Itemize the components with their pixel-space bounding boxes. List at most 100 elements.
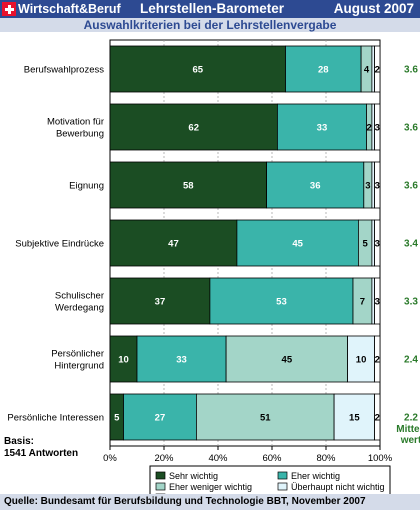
legend: Sehr wichtig Eher wichtig Eher weniger wic… bbox=[149, 465, 391, 494]
mean-value: 3.4 bbox=[404, 239, 418, 250]
category-label: Eignung bbox=[69, 181, 104, 192]
brand-name: Wirtschaft&Beruf bbox=[18, 2, 121, 16]
bar-segment bbox=[374, 161, 381, 209]
data-label: 33 bbox=[317, 123, 328, 134]
legend-entry: Eher wichtig bbox=[291, 471, 340, 481]
subtitle-band bbox=[0, 18, 420, 32]
footer-band bbox=[0, 494, 420, 510]
category-label: Hintergrund bbox=[54, 361, 104, 372]
legend-swatch bbox=[155, 482, 166, 491]
bars: 65 28 4 262 33 2 358 36 3 347 45 5 337 53 7 310 33 45 10 25… bbox=[109, 45, 381, 441]
data-label: 36 bbox=[310, 181, 321, 192]
data-label: 3 bbox=[375, 123, 380, 134]
bar-segment bbox=[123, 393, 197, 441]
bar-segment bbox=[374, 103, 381, 151]
chart-subtitle: Auswahlkriterien bei der Lehrstellenverg… bbox=[83, 18, 337, 32]
data-label: 3 bbox=[375, 181, 380, 192]
mean-value: 3.6 bbox=[404, 123, 418, 134]
data-label: 53 bbox=[276, 297, 287, 308]
category-label: Werdegang bbox=[55, 303, 104, 314]
legend-box bbox=[149, 465, 391, 494]
bar-segment bbox=[209, 277, 354, 325]
bar-segment bbox=[236, 219, 359, 267]
stacked-bar-chart: 65 28 4 262 33 2 358 36 3 347 45 5 337 53 7 310 33 45 10 25… bbox=[4, 39, 420, 494]
basis-label: Basis: bbox=[4, 436, 34, 447]
basis-count: 1541 Antworten bbox=[4, 448, 78, 459]
mean-values: 3.6 3.6 3.6 3.4 3.3 2.4 2.2Mittel-wert bbox=[396, 65, 420, 447]
page-title: Lehrstellen-Barometer bbox=[140, 1, 285, 16]
x-tick-label: 100% bbox=[368, 453, 393, 464]
x-tick-label: 20% bbox=[154, 453, 174, 464]
category-label: Berufswahlprozess bbox=[24, 65, 105, 76]
category-label: Subjektive Eindrücke bbox=[15, 239, 104, 250]
data-label: 2 bbox=[375, 355, 380, 366]
data-label: 58 bbox=[183, 181, 194, 192]
x-tick-label: 60% bbox=[262, 453, 282, 464]
data-label: 5 bbox=[114, 413, 120, 424]
legend-swatch bbox=[277, 471, 288, 480]
bar-segment bbox=[225, 335, 349, 383]
data-label: 65 bbox=[192, 65, 203, 76]
data-label: 3 bbox=[375, 239, 380, 250]
mean-value: 2.4 bbox=[404, 355, 418, 366]
data-label: 47 bbox=[168, 239, 179, 250]
bar-segment bbox=[374, 219, 381, 267]
swiss-flag-icon bbox=[2, 2, 16, 16]
data-label: 4 bbox=[364, 65, 370, 76]
bar-segment bbox=[109, 103, 278, 151]
data-label: 37 bbox=[155, 297, 166, 308]
x-tick-label: 40% bbox=[208, 453, 228, 464]
data-label: 10 bbox=[356, 355, 367, 366]
mean-value: 3.6 bbox=[404, 65, 418, 76]
data-label: 33 bbox=[176, 355, 187, 366]
mean-axis-label: Mittel- bbox=[396, 424, 420, 435]
category-label: Persönlicher bbox=[51, 349, 104, 360]
bar-segment bbox=[136, 335, 227, 383]
source-note: Quelle: Bundesamt für Berufsbildung und … bbox=[4, 496, 366, 507]
legend-entry: Sehr wichtig bbox=[169, 471, 218, 481]
data-label: 15 bbox=[349, 413, 360, 424]
data-label: 3 bbox=[375, 297, 380, 308]
data-label: 3 bbox=[365, 181, 370, 192]
bar-segment bbox=[333, 393, 376, 441]
data-label: 2 bbox=[375, 65, 380, 76]
data-label: 27 bbox=[155, 413, 166, 424]
bar-segment bbox=[374, 335, 381, 383]
bar-segment bbox=[195, 393, 335, 441]
data-label: 2 bbox=[367, 123, 372, 134]
legend-entry: Überhaupt nicht wichtig bbox=[291, 482, 385, 492]
legend-swatch bbox=[277, 482, 288, 491]
data-label: 2 bbox=[375, 413, 380, 424]
category-label: Motivation für bbox=[47, 117, 104, 128]
category-label: Schulischer bbox=[55, 291, 104, 302]
bar-segment bbox=[109, 45, 286, 93]
bar-segment bbox=[285, 45, 362, 93]
mean-value: 3.3 bbox=[404, 297, 418, 308]
data-label: 51 bbox=[260, 413, 271, 424]
category-label: Bewerbung bbox=[56, 129, 104, 140]
legend-entry: Eher weniger wichtig bbox=[169, 482, 252, 492]
bar-segment bbox=[109, 219, 238, 267]
x-tick-label: 80% bbox=[316, 453, 336, 464]
mean-axis-label: wert bbox=[400, 435, 420, 446]
x-axis: 0% 20% 40% 60% 80% 100% bbox=[103, 446, 393, 464]
x-tick-label: 0% bbox=[103, 453, 117, 464]
category-labels: Berufswahlprozess Motivation fürBewerbung… bbox=[7, 65, 104, 424]
bar-segment bbox=[266, 161, 365, 209]
data-label: 5 bbox=[363, 239, 369, 250]
data-label: 45 bbox=[282, 355, 293, 366]
bar-segment bbox=[347, 335, 376, 383]
category-label: Persönliche Interessen bbox=[7, 413, 104, 424]
bar-segment bbox=[374, 45, 381, 93]
legend-entry: Keine Angabe bbox=[169, 493, 225, 494]
legend-swatch bbox=[155, 471, 166, 480]
bar-segment bbox=[109, 335, 138, 383]
bar-segment bbox=[109, 277, 211, 325]
mean-value: 3.6 bbox=[404, 181, 418, 192]
data-label: 7 bbox=[360, 297, 365, 308]
bar-segment bbox=[374, 393, 381, 441]
header-banner: Wirtschaft&Beruf Lehrstellen-Barometer A… bbox=[0, 0, 420, 18]
data-label: 45 bbox=[292, 239, 303, 250]
data-label: 10 bbox=[118, 355, 129, 366]
data-label: 62 bbox=[188, 123, 199, 134]
